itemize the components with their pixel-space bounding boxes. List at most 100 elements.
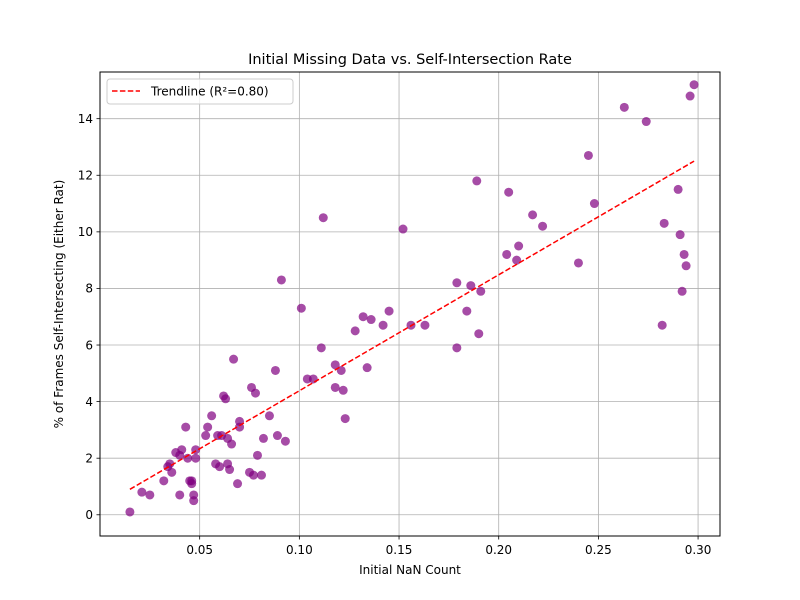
scatter-point	[675, 230, 685, 240]
scatter-point	[358, 312, 368, 322]
scatter-point	[189, 490, 199, 500]
x-axis-label: Initial NaN Count	[359, 563, 461, 577]
scatter-point	[272, 431, 282, 441]
scatter-point	[689, 80, 699, 90]
scatter-point	[215, 462, 225, 472]
scatter-point	[227, 439, 237, 449]
scatter-point	[681, 261, 691, 271]
scatter-point	[685, 91, 695, 101]
scatter-point	[203, 422, 213, 432]
scatter-point	[258, 433, 268, 443]
scatter-point	[619, 102, 629, 112]
x-tick-label: 0.05	[186, 543, 213, 557]
legend-trendline-label: Trendline (R²=0.80)	[150, 85, 269, 99]
plot-frame	[99, 71, 721, 537]
scatter-point	[659, 218, 669, 228]
y-tick-label: 2	[85, 451, 93, 465]
scatter-point	[502, 249, 512, 259]
x-tick-label: 0.15	[386, 543, 413, 557]
trendline	[129, 160, 695, 490]
scatter-point	[466, 281, 476, 291]
scatter-point	[191, 453, 201, 463]
scatter-point	[384, 306, 394, 316]
grid-lines	[100, 72, 720, 536]
scatter-point	[420, 320, 430, 330]
y-tick-label: 14	[78, 112, 93, 126]
scatter-point	[452, 278, 462, 288]
scatter-point	[316, 343, 326, 353]
scatter-point	[207, 411, 217, 421]
scatter-point	[264, 411, 274, 421]
y-tick-label: 12	[78, 169, 93, 183]
scatter-point	[538, 221, 548, 231]
scatter-point	[476, 286, 486, 296]
scatter-point	[378, 320, 388, 330]
scatter-point	[366, 315, 376, 325]
scatter-point	[350, 326, 360, 336]
scatter-point	[338, 385, 348, 395]
scatter-point	[249, 470, 259, 480]
chart-title: Initial Missing Data vs. Self-Intersecti…	[248, 52, 572, 68]
scatter-point	[233, 479, 243, 489]
axis-ticks: 0.05 0.10 0.15 0.20 0.25 0.30 0 2 4 6 8 10 12 14	[78, 112, 712, 557]
scatter-point	[229, 354, 239, 364]
scatter-point	[340, 414, 350, 424]
scatter-point	[270, 365, 280, 375]
scatter-point	[183, 453, 193, 463]
scatter-point	[159, 476, 169, 486]
scatter-point	[225, 465, 235, 475]
scatter-point	[250, 388, 260, 398]
scatter-point	[125, 507, 135, 517]
scatter-point	[330, 360, 340, 370]
scatter-point	[462, 306, 472, 316]
y-tick-label: 4	[85, 395, 93, 409]
scatter-point	[177, 445, 187, 455]
scatter-point	[137, 487, 147, 497]
scatter-point	[221, 394, 231, 404]
scatter-point	[474, 329, 484, 339]
scatter-point	[573, 258, 583, 268]
scatter-point	[641, 117, 651, 127]
x-tick-label: 0.30	[685, 543, 712, 557]
scatter-point	[280, 436, 290, 446]
scatter-point	[679, 249, 689, 259]
scatter-point	[252, 450, 262, 460]
scatter-point	[308, 374, 318, 384]
scatter-point	[330, 382, 340, 392]
y-tick-label: 6	[85, 338, 93, 352]
scatter-point	[472, 176, 482, 186]
scatter-point	[256, 470, 266, 480]
scatter-point	[362, 363, 372, 373]
y-axis-label: % of Frames Self-Intersecting (Either Ra…	[52, 180, 66, 429]
y-tick-label: 8	[85, 282, 93, 296]
x-tick-label: 0.20	[485, 543, 512, 557]
scatter-point	[181, 422, 191, 432]
scatter-point	[583, 150, 593, 160]
scatter-point	[187, 476, 197, 486]
scatter-point	[167, 467, 177, 477]
scatter-point	[514, 241, 524, 251]
x-tick-label: 0.10	[286, 543, 313, 557]
scatter-point	[452, 343, 462, 353]
y-tick-label: 0	[85, 508, 93, 522]
scatter-point	[673, 184, 683, 194]
scatter-point	[398, 224, 408, 234]
trendline-layer	[129, 160, 695, 490]
scatter-point	[145, 490, 155, 500]
scatter-point	[276, 275, 286, 285]
scatter-point	[175, 490, 185, 500]
scatter-point	[589, 199, 599, 209]
plot-area	[100, 72, 720, 536]
scatter-point	[201, 431, 211, 441]
scatter-point	[504, 187, 514, 197]
data-points	[125, 80, 699, 517]
x-tick-label: 0.25	[585, 543, 612, 557]
scatter-point	[318, 213, 328, 223]
scatter-point	[657, 320, 667, 330]
legend-box	[106, 78, 294, 105]
scatter-point	[528, 210, 538, 220]
scatter-point	[296, 303, 306, 313]
legend: Trendline (R²=0.80)	[106, 78, 294, 105]
scatter-point	[677, 286, 687, 296]
